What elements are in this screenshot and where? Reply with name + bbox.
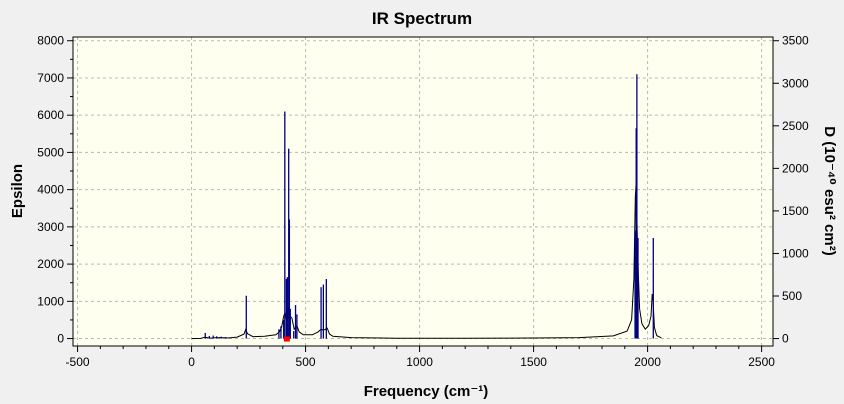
y2-tick-label: 3500 (782, 34, 809, 48)
y2-tick-label: 2500 (782, 119, 809, 133)
x-tick-label: 2500 (748, 355, 775, 369)
x-tick-label: 1000 (406, 355, 433, 369)
y-tick-label: 3000 (37, 220, 64, 234)
x-axis: -500 0 500 1000 1500 2000 2500 (66, 346, 775, 369)
x-tick-label: 0 (188, 355, 195, 369)
stick-layer (204, 74, 654, 339)
grid-lines (73, 37, 773, 346)
y-tick-label: 8000 (37, 34, 64, 48)
y-tick-label: 1000 (37, 294, 64, 308)
y-axis-left: 0 1000 2000 3000 4000 5000 6000 7000 8000 (37, 34, 73, 346)
plot-area (73, 37, 773, 346)
y2-tick-label: 1000 (782, 246, 809, 260)
y2-tick-label: 3000 (782, 76, 809, 90)
selected-mode-marker (283, 336, 290, 342)
chart-title: IR Spectrum (372, 9, 472, 28)
y-axis-right: 0 500 1000 1500 2000 2500 3000 3500 (773, 34, 809, 346)
y2-tick-label: 1500 (782, 204, 809, 218)
x-tick-label: -500 (66, 355, 90, 369)
y2-tick-label: 2000 (782, 161, 809, 175)
x-tick-label: 500 (296, 355, 316, 369)
marker-layer (283, 336, 290, 342)
y-tick-label: 0 (57, 332, 64, 346)
y2-tick-label: 500 (782, 289, 802, 303)
y2-axis-label: D (10⁻⁴⁰ esu² cm²) (821, 126, 838, 255)
y-tick-label: 5000 (37, 145, 64, 159)
x-axis-label: Frequency (cm⁻¹) (364, 383, 489, 400)
y-tick-label: 6000 (37, 108, 64, 122)
y-axis-label: Epsilon (9, 164, 26, 218)
y2-tick-label: 0 (782, 332, 789, 346)
y-tick-label: 7000 (37, 71, 64, 85)
x-tick-label: 2000 (634, 355, 661, 369)
x-tick-label: 1500 (520, 355, 547, 369)
plot-frame (72, 36, 774, 347)
y-tick-label: 2000 (37, 257, 64, 271)
y-tick-label: 4000 (37, 183, 64, 197)
